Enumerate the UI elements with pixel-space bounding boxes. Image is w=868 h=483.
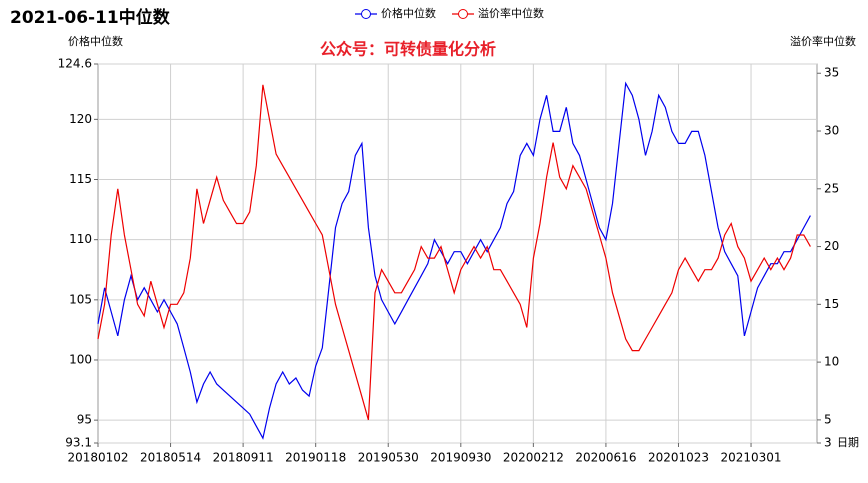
annotation: 公众号：可转债量化分析: [320, 40, 496, 59]
x-tick-label: 20201023: [648, 451, 709, 465]
x-tick-label: 20210301: [720, 451, 781, 465]
y-tick-label: 110: [69, 232, 92, 246]
y-axis-label: 价格中位数: [68, 34, 123, 48]
x-tick-label: 20180911: [213, 451, 274, 465]
x-tick-label: 20180514: [140, 451, 201, 465]
y-tick-label: 105: [69, 292, 92, 306]
y-tick-label: 95: [77, 413, 92, 427]
chart-title: 2021-06-11中位数: [10, 7, 171, 28]
y-tick-label: 115: [69, 172, 92, 186]
x-tick-label: 20190118: [285, 451, 346, 465]
series-line: [97, 81, 811, 440]
x-tick-label: 20200616: [575, 451, 636, 465]
y-tick-label: 93.1: [65, 436, 92, 450]
series-line: [97, 84, 811, 421]
legend-label: 溢价率中位数: [478, 6, 544, 20]
y-tick-label: 120: [69, 112, 92, 126]
x-axis-label: 日期: [837, 436, 859, 449]
x-tick-label: 20190530: [358, 451, 419, 465]
y2-tick-label: 3: [824, 436, 832, 450]
plot-area: [97, 63, 818, 444]
x-tick-label: 20190930: [430, 451, 491, 465]
y-tick-label: 124.6: [58, 57, 92, 71]
legend-marker: [458, 9, 468, 19]
y2-tick-label: 30: [824, 124, 839, 138]
y2-tick-label: 25: [824, 181, 839, 195]
y2-axis-label: 溢价率中位数: [790, 34, 856, 48]
y2-tick-label: 35: [824, 66, 839, 80]
y-tick-label: 100: [69, 352, 92, 366]
x-tick-label: 20200212: [503, 451, 564, 465]
legend-marker: [361, 9, 371, 19]
x-tick-label: 20180102: [67, 451, 128, 465]
legend-label: 价格中位数: [381, 6, 436, 20]
y2-tick-label: 20: [824, 239, 839, 253]
y2-tick-label: 10: [824, 355, 839, 369]
y2-tick-label: 15: [824, 297, 839, 311]
y2-tick-label: 5: [824, 412, 832, 426]
